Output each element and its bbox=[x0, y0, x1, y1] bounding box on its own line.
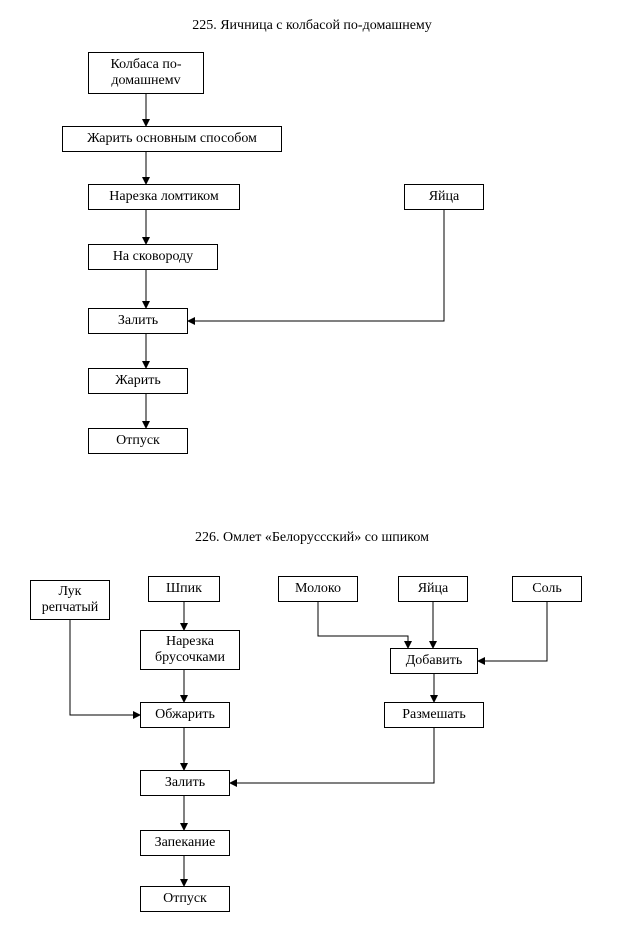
fc2-node-m12: Отпуск bbox=[140, 886, 230, 912]
fc2-edge-6 bbox=[318, 602, 408, 648]
fc1-node-n5-label: Залить bbox=[118, 313, 158, 329]
fc2-node-m2: Шпик bbox=[148, 576, 220, 602]
fc2-node-m12-label: Отпуск bbox=[163, 891, 207, 907]
fc2-node-m5-label: Соль bbox=[532, 581, 562, 597]
fc2-node-m11: Запекание bbox=[140, 830, 230, 856]
fc1-node-n4-label: На сковороду bbox=[113, 249, 193, 265]
fc1-node-n5: Залить bbox=[88, 308, 188, 334]
fc2-edge-8 bbox=[478, 602, 547, 661]
fc1-node-n7: Отпуск bbox=[88, 428, 188, 454]
fc1-node-n6-label: Жарить bbox=[115, 373, 160, 389]
fc2-edge-10 bbox=[230, 728, 434, 783]
fc1-node-n3: Нарезка ломтиком bbox=[88, 184, 240, 210]
fc1-node-n2-label: Жарить основным способом bbox=[87, 131, 257, 147]
fc2-node-m9: Размешать bbox=[384, 702, 484, 728]
fc2-node-m3-label: Молоко bbox=[295, 581, 341, 597]
fc1-node-n8: Яйца bbox=[404, 184, 484, 210]
fc1-node-n1: Колбаса по- домашнемv bbox=[88, 52, 204, 94]
fc2-node-m7: Добавить bbox=[390, 648, 478, 674]
fc2-node-m1-label: Лук репчатый bbox=[42, 584, 99, 616]
fc2-edge-2 bbox=[70, 620, 140, 715]
fc2-node-m5: Соль bbox=[512, 576, 582, 602]
fc2-node-m9-label: Размешать bbox=[402, 707, 466, 723]
fc2-node-m6: Нарезка брусочками bbox=[140, 630, 240, 670]
fc2-node-m7-label: Добавить bbox=[406, 653, 463, 669]
fc2-node-m8-label: Обжарить bbox=[155, 707, 215, 723]
fc1-node-n7-label: Отпуск bbox=[116, 433, 160, 449]
fc2-node-m10-label: Залить bbox=[165, 775, 205, 791]
fc1-node-n1-label: Колбаса по- домашнемv bbox=[110, 57, 181, 89]
fc1-node-n4: На сковороду bbox=[88, 244, 218, 270]
fc1-node-n3-label: Нарезка ломтиком bbox=[109, 189, 218, 205]
fc1-node-n6: Жарить bbox=[88, 368, 188, 394]
fc1-node-n8-label: Яйца bbox=[429, 189, 460, 205]
fc1-node-n2: Жарить основным способом bbox=[62, 126, 282, 152]
fc2-node-m10: Залить bbox=[140, 770, 230, 796]
title-2: 226. Омлет «Белоруссский» со шпиком bbox=[0, 530, 624, 546]
fc2-node-m8: Обжарить bbox=[140, 702, 230, 728]
fc2-node-m4: Яйца bbox=[398, 576, 468, 602]
fc2-node-m1: Лук репчатый bbox=[30, 580, 110, 620]
fc2-node-m2-label: Шпик bbox=[166, 581, 202, 597]
fc2-node-m3: Молоко bbox=[278, 576, 358, 602]
page: 225. Яичница с колбасой по-домашнему 226… bbox=[0, 0, 624, 943]
fc2-node-m11-label: Запекание bbox=[155, 835, 216, 851]
fc1-edge-6 bbox=[188, 210, 444, 321]
fc2-node-m6-label: Нарезка брусочками bbox=[155, 634, 225, 666]
fc2-node-m4-label: Яйца bbox=[418, 581, 449, 597]
title-1: 225. Яичница с колбасой по-домашнему bbox=[0, 18, 624, 34]
